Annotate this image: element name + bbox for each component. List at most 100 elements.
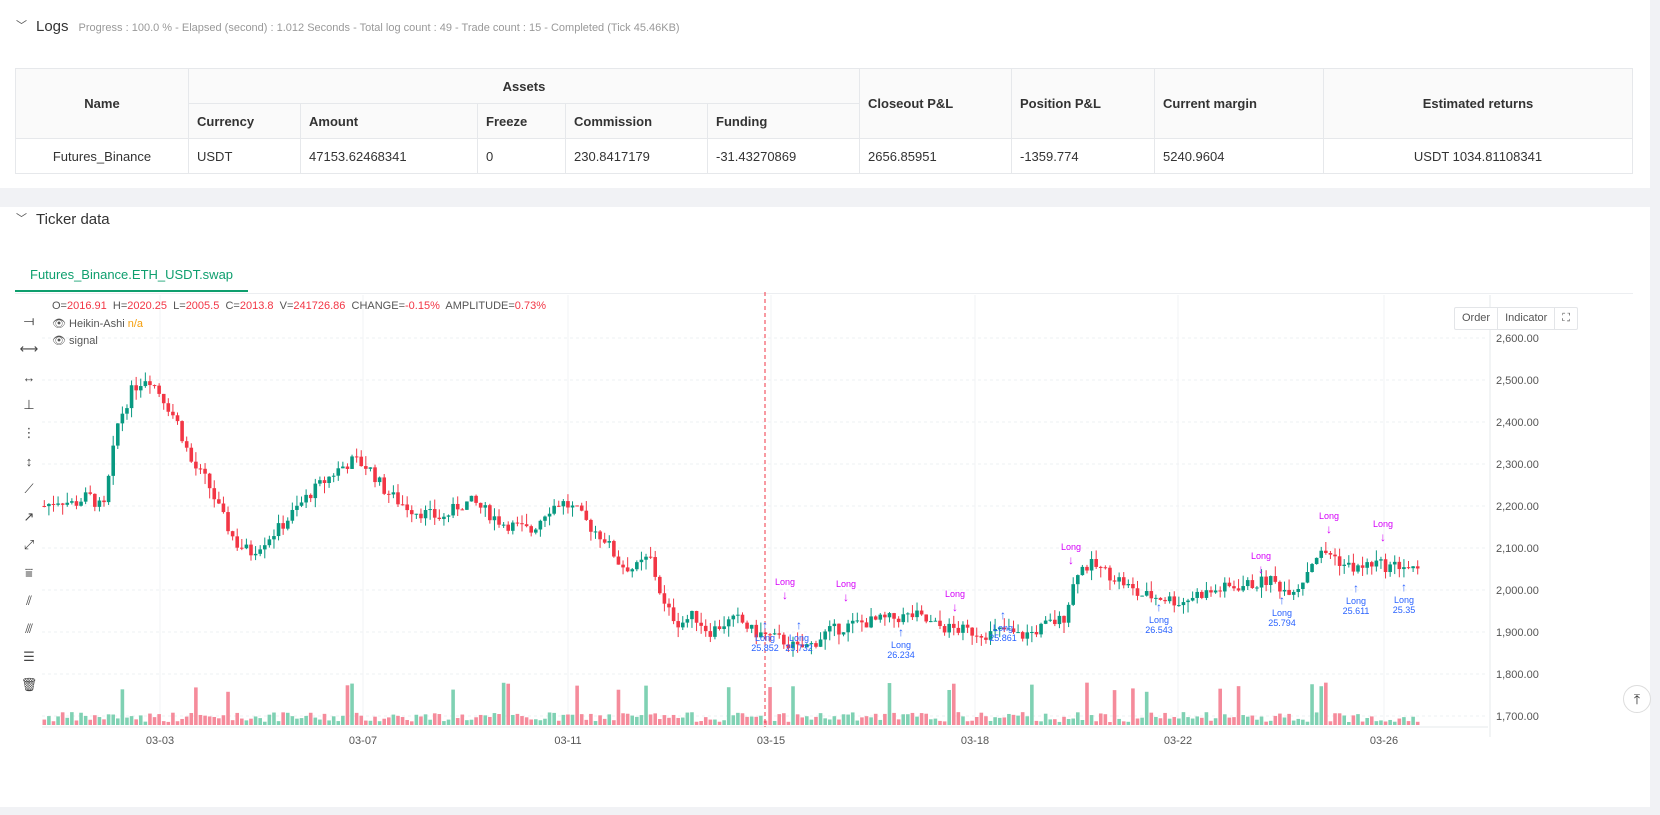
volume-bar bbox=[161, 721, 166, 725]
candle-body bbox=[860, 620, 864, 623]
candle-body bbox=[1351, 562, 1356, 572]
candle-body bbox=[768, 634, 772, 636]
candle-body bbox=[823, 631, 827, 640]
candle-body bbox=[690, 610, 694, 620]
ray-line-icon[interactable]: ↗ bbox=[23, 509, 35, 524]
candle-body bbox=[942, 626, 947, 633]
candle-body bbox=[524, 524, 529, 527]
volume-bar bbox=[281, 712, 285, 725]
volume-bar bbox=[106, 714, 111, 725]
volume-bar bbox=[240, 718, 244, 725]
heikin-ashi-label: Heikin-Ashi bbox=[69, 318, 125, 330]
candle-body bbox=[327, 476, 331, 484]
vertical-line-icon[interactable]: ↕ bbox=[25, 453, 33, 469]
candle-body bbox=[713, 626, 717, 637]
candle-body bbox=[653, 557, 658, 577]
candle-body bbox=[497, 516, 501, 525]
heikin-ashi-legend[interactable]: 👁 Heikin-Ashi n/a bbox=[52, 317, 143, 330]
candle-body bbox=[782, 634, 786, 645]
exit-label: Long bbox=[775, 577, 795, 587]
candle-body bbox=[1089, 559, 1094, 571]
volume-bar bbox=[409, 721, 414, 725]
volume-bar bbox=[685, 712, 690, 725]
volume-bar bbox=[1002, 717, 1007, 725]
volume-bar bbox=[474, 717, 478, 725]
signal-legend[interactable]: 👁 signal bbox=[52, 334, 98, 347]
fib-retracement-icon[interactable]: ☰ bbox=[23, 649, 35, 664]
trash-icon[interactable]: 🗑 bbox=[20, 677, 38, 692]
chevron-down-icon[interactable]: ﹀ bbox=[16, 213, 27, 225]
volume-bar bbox=[1204, 712, 1209, 725]
candle-body bbox=[855, 620, 860, 622]
entry-label: Long bbox=[755, 633, 775, 643]
exit-arrow-icon: ↓ bbox=[1258, 562, 1264, 576]
candle-body bbox=[736, 614, 740, 616]
volume-bar bbox=[400, 717, 405, 725]
volume-bar bbox=[322, 713, 327, 725]
candle-body bbox=[409, 510, 414, 515]
price-tick-label: 2,100.00 bbox=[1496, 543, 1539, 555]
volume-bar bbox=[1360, 721, 1365, 725]
price-tick-label: 1,800.00 bbox=[1496, 669, 1539, 681]
order-button[interactable]: Order bbox=[1455, 308, 1499, 329]
candle-body bbox=[120, 413, 125, 424]
volume-bar bbox=[869, 717, 873, 725]
volume-bar bbox=[653, 713, 658, 725]
volume-bar bbox=[823, 718, 827, 725]
volume-bar bbox=[671, 714, 676, 725]
th-amount: Amount bbox=[300, 103, 478, 139]
volume-bar bbox=[414, 714, 419, 725]
logs-header[interactable]: ﹀ Logs Progress : 100.0 % - Elapsed (sec… bbox=[16, 18, 680, 35]
horizontal-ray-icon[interactable]: ⟞ bbox=[23, 313, 35, 328]
eye-icon[interactable]: 👁 bbox=[52, 335, 66, 347]
volume-bar bbox=[1094, 721, 1098, 725]
volume-bar bbox=[566, 714, 570, 725]
c-label: C= bbox=[225, 300, 240, 312]
ticker-header[interactable]: ﹀ Ticker data bbox=[16, 211, 110, 228]
volume-bar bbox=[1287, 713, 1291, 725]
v-value: 241726.86 bbox=[293, 300, 346, 312]
candle-body bbox=[832, 623, 837, 627]
parallel-channel-icon[interactable]: ⫽ bbox=[26, 593, 32, 608]
vertical-ray-icon[interactable]: ⊥ bbox=[23, 397, 35, 412]
candle-body bbox=[1062, 615, 1066, 623]
price-chart[interactable]: 2,600.00 2,500.00 2,400.00 2,300.00 2,200.00… bbox=[0, 207, 1650, 807]
volume-bar bbox=[364, 720, 368, 725]
vertical-segment-icon[interactable]: ⋮ bbox=[22, 425, 36, 440]
candle-body bbox=[515, 522, 520, 524]
candle-body bbox=[1356, 565, 1360, 572]
candle-body bbox=[520, 523, 524, 525]
scroll-top-icon[interactable]: ⤒ bbox=[1623, 685, 1651, 713]
indicator-button[interactable]: Indicator bbox=[1498, 308, 1556, 329]
candle-body bbox=[423, 510, 428, 519]
candle-body bbox=[869, 616, 873, 628]
cell-currency: USDT bbox=[188, 138, 301, 174]
horizontal-line-icon[interactable]: ⟷ bbox=[19, 341, 39, 356]
fullscreen-icon[interactable]: ⛶ bbox=[1562, 312, 1570, 324]
extended-line-icon[interactable]: ↔ bbox=[22, 369, 36, 385]
volume-bar bbox=[327, 720, 331, 725]
candle-body bbox=[60, 503, 65, 505]
candle-body bbox=[612, 541, 616, 557]
volume-bar bbox=[630, 715, 635, 725]
candle-body bbox=[1200, 591, 1204, 598]
eye-icon[interactable]: 👁 bbox=[52, 318, 66, 330]
cell-closeout: 2656.85951 bbox=[859, 138, 1012, 174]
volume-bar bbox=[295, 718, 299, 725]
volume-bar bbox=[391, 714, 396, 725]
price-range-icon[interactable]: ⩸ bbox=[25, 565, 33, 580]
fib-channel-icon[interactable]: ⫻ bbox=[25, 621, 33, 636]
volume-bar bbox=[1016, 715, 1020, 725]
arrow-line-icon[interactable]: ⤢ bbox=[23, 537, 35, 552]
volume-bar bbox=[529, 719, 533, 725]
volume-bar bbox=[437, 714, 442, 725]
trend-line-icon[interactable]: ⟋ bbox=[24, 481, 34, 496]
chevron-down-icon[interactable]: ﹀ bbox=[16, 20, 27, 32]
candle-body bbox=[221, 503, 226, 513]
volume-bar bbox=[1278, 713, 1282, 725]
candle-body bbox=[1172, 596, 1177, 606]
candle-body bbox=[722, 626, 726, 629]
candle-body bbox=[478, 502, 483, 508]
tab-eth-usdt[interactable]: Futures_Binance.ETH_USDT.swap bbox=[15, 257, 249, 292]
volume-bar bbox=[827, 719, 832, 725]
